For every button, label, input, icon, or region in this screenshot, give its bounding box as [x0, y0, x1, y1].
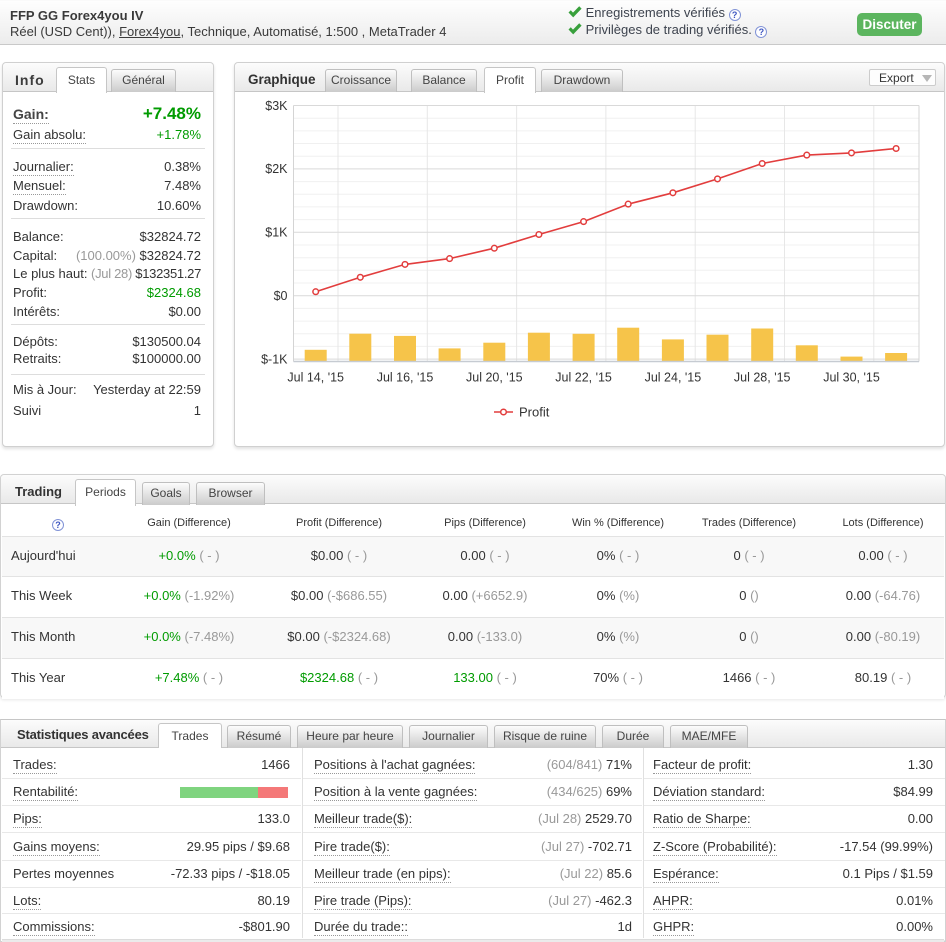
svg-text:$1K: $1K	[265, 226, 288, 240]
svg-text:$2K: $2K	[265, 162, 288, 176]
svg-text:Jul 16, '15: Jul 16, '15	[377, 371, 434, 385]
svg-text:Jul 30, '15: Jul 30, '15	[823, 371, 880, 385]
svg-text:Jul 24, '15: Jul 24, '15	[645, 371, 702, 385]
svg-text:$-1K: $-1K	[261, 352, 288, 366]
svg-text:Profit: Profit	[519, 405, 550, 420]
svg-text:$0: $0	[274, 289, 288, 303]
svg-text:Jul 22, '15: Jul 22, '15	[555, 371, 612, 385]
svg-text:Jul 20, '15: Jul 20, '15	[466, 371, 523, 385]
svg-text:Jul 14, '15: Jul 14, '15	[287, 371, 344, 385]
svg-text:Jul 28, '15: Jul 28, '15	[734, 371, 791, 385]
svg-text:$3K: $3K	[265, 99, 288, 113]
